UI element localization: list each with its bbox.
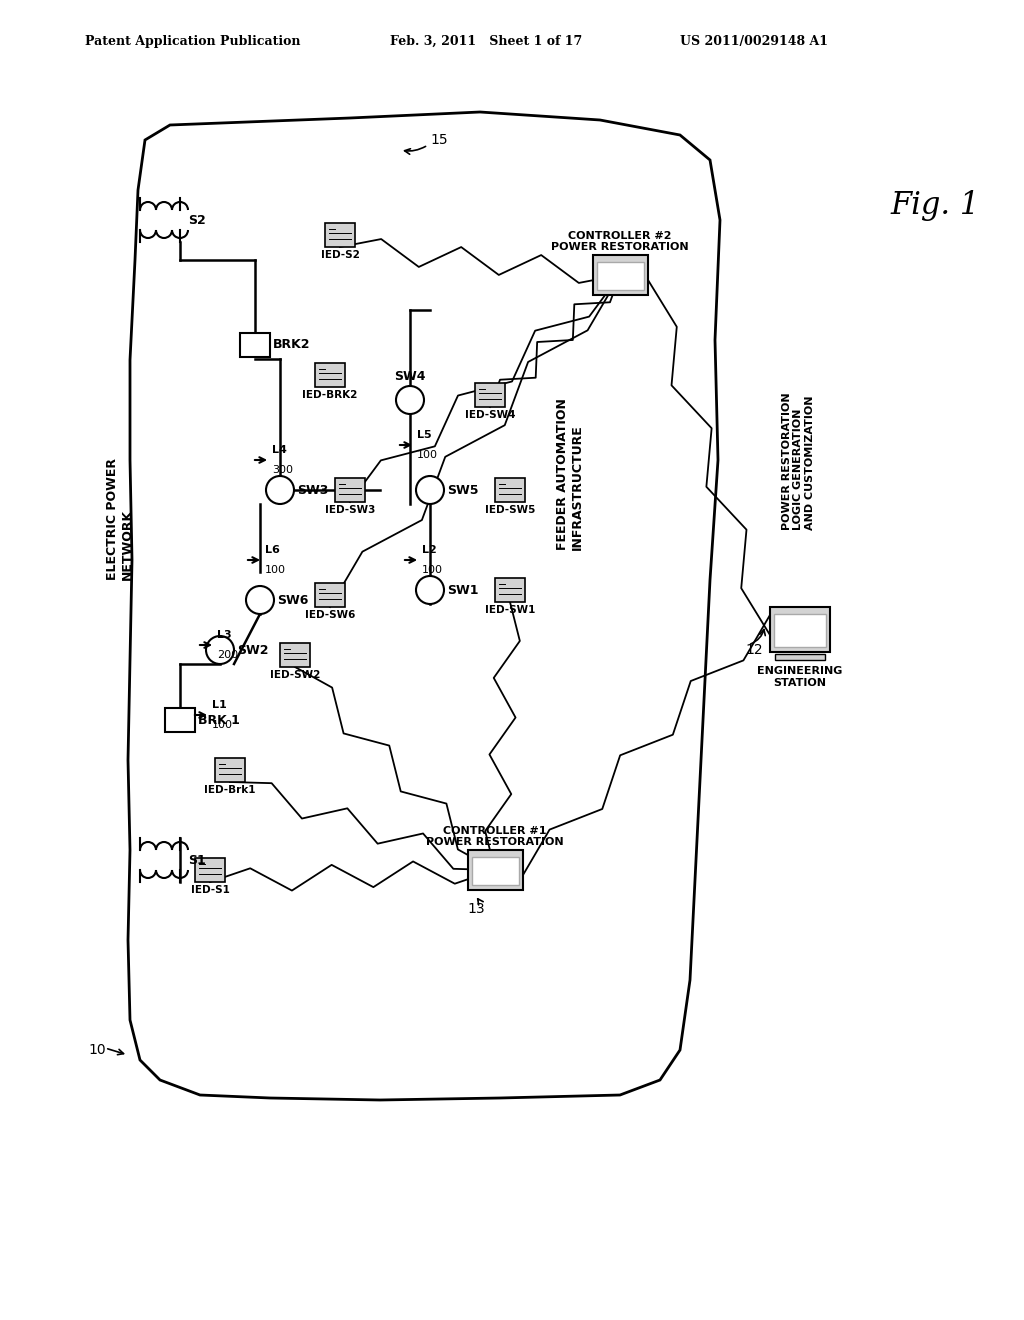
Text: L1: L1: [212, 700, 226, 710]
Bar: [597, 261, 644, 290]
Bar: [325, 223, 355, 247]
Circle shape: [416, 477, 444, 504]
Bar: [195, 858, 225, 882]
Text: S2: S2: [188, 214, 206, 227]
Text: SW5: SW5: [447, 483, 478, 496]
Text: L5: L5: [417, 430, 432, 440]
Text: BRK2: BRK2: [273, 338, 310, 351]
Circle shape: [206, 636, 234, 664]
Bar: [335, 478, 365, 502]
Text: L4: L4: [272, 445, 287, 455]
Text: IED-Brk1: IED-Brk1: [204, 785, 256, 795]
Text: 10: 10: [88, 1043, 105, 1057]
Text: 100: 100: [265, 565, 286, 576]
Text: CONTROLLER #1: CONTROLLER #1: [443, 826, 547, 836]
Bar: [774, 614, 826, 647]
Bar: [315, 583, 345, 607]
Bar: [775, 653, 825, 660]
Bar: [280, 643, 310, 667]
Text: IED-SW3: IED-SW3: [325, 506, 375, 515]
Text: ENGINEERING
STATION: ENGINEERING STATION: [758, 667, 843, 688]
Text: 200: 200: [217, 649, 239, 660]
Circle shape: [416, 576, 444, 605]
Text: S1: S1: [188, 854, 206, 866]
Bar: [240, 333, 270, 356]
Text: Feb. 3, 2011   Sheet 1 of 17: Feb. 3, 2011 Sheet 1 of 17: [390, 36, 583, 48]
Text: SW1: SW1: [447, 583, 478, 597]
Text: FEEDER AUTOMATION
INFRASTRUCTURE: FEEDER AUTOMATION INFRASTRUCTURE: [556, 399, 584, 550]
Bar: [472, 857, 519, 884]
Bar: [468, 850, 523, 890]
Text: SW6: SW6: [278, 594, 308, 606]
Text: IED-S2: IED-S2: [321, 249, 359, 260]
Text: 100: 100: [422, 565, 443, 576]
Text: POWER RESTORATION: POWER RESTORATION: [426, 837, 564, 847]
Text: SW3: SW3: [297, 483, 329, 496]
Text: CONTROLLER #2: CONTROLLER #2: [568, 231, 672, 242]
Text: ELECTRIC POWER
NETWORK: ELECTRIC POWER NETWORK: [106, 458, 134, 579]
Text: IED-SW4: IED-SW4: [465, 411, 515, 420]
Bar: [215, 758, 245, 781]
Text: IED-BRK2: IED-BRK2: [302, 389, 357, 400]
Text: POWER RESTORATION
LOGIC GENERATION
AND CUSTOMIZATION: POWER RESTORATION LOGIC GENERATION AND C…: [781, 392, 815, 531]
Bar: [770, 607, 830, 652]
Bar: [165, 708, 195, 733]
Bar: [593, 255, 648, 294]
Text: 12: 12: [745, 643, 763, 657]
Text: L6: L6: [265, 545, 280, 554]
Text: SW2: SW2: [237, 644, 268, 656]
Text: 100: 100: [417, 450, 438, 459]
Text: 300: 300: [272, 465, 293, 475]
Text: L3: L3: [217, 630, 231, 640]
Text: IED-SW5: IED-SW5: [484, 506, 536, 515]
Text: Fig. 1: Fig. 1: [890, 190, 979, 220]
Text: POWER RESTORATION: POWER RESTORATION: [551, 242, 689, 252]
Text: Patent Application Publication: Patent Application Publication: [85, 36, 300, 48]
Text: US 2011/0029148 A1: US 2011/0029148 A1: [680, 36, 828, 48]
Text: IED-S1: IED-S1: [190, 884, 229, 895]
Text: SW4: SW4: [394, 370, 426, 383]
Text: L2: L2: [422, 545, 437, 554]
Text: IED-SW6: IED-SW6: [305, 610, 355, 620]
Text: IED-SW2: IED-SW2: [269, 671, 321, 680]
Text: 15: 15: [430, 133, 447, 147]
PathPatch shape: [128, 112, 720, 1100]
Bar: [315, 363, 345, 387]
Text: IED-SW1: IED-SW1: [484, 605, 536, 615]
Bar: [495, 578, 525, 602]
Bar: [495, 478, 525, 502]
Text: 100: 100: [212, 719, 233, 730]
Text: 13: 13: [467, 902, 484, 916]
Circle shape: [266, 477, 294, 504]
Text: BRK 1: BRK 1: [198, 714, 240, 726]
Circle shape: [396, 385, 424, 414]
Circle shape: [246, 586, 274, 614]
Bar: [475, 383, 505, 407]
